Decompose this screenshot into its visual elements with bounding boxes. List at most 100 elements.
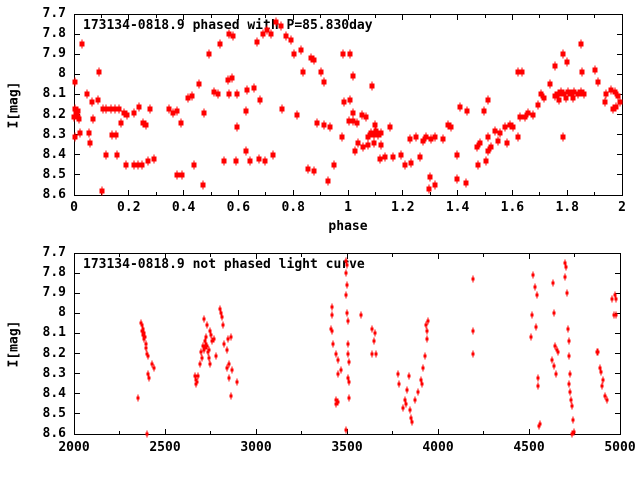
data-point (140, 118, 146, 128)
x-axis-tick (183, 15, 185, 20)
data-point (550, 356, 554, 364)
data-point (327, 122, 333, 132)
data-point (205, 321, 209, 329)
data-point (416, 388, 420, 396)
data-point (403, 396, 407, 404)
data-point (529, 333, 533, 341)
data-point (370, 325, 374, 333)
data-point (331, 340, 335, 347)
y-axis-tick (617, 154, 622, 156)
y-tick-label: 8 (58, 66, 66, 82)
data-point (194, 380, 198, 388)
data-point (535, 100, 541, 109)
data-point (193, 372, 197, 380)
data-point (221, 156, 227, 166)
data-point (448, 122, 454, 132)
x-axis-tick (457, 190, 459, 195)
y-axis-tick (75, 433, 80, 435)
y-axis-tick (615, 433, 620, 435)
data-point (408, 406, 412, 414)
y-axis-tick (615, 353, 620, 355)
data-point (405, 386, 409, 394)
data-point (571, 87, 577, 97)
x-axis-minor-tick (265, 192, 267, 195)
data-point (145, 430, 149, 438)
x-axis-tick (73, 429, 75, 434)
data-point (346, 116, 352, 126)
axis-border-bottom (74, 195, 623, 196)
data-point (598, 364, 602, 372)
axis-border-top (74, 253, 621, 254)
x-axis-minor-tick (429, 15, 431, 18)
x-axis-minor-tick (392, 431, 393, 434)
y-axis-tick (615, 413, 620, 415)
y-tick-label: 8.4 (42, 385, 66, 401)
data-point (268, 29, 274, 39)
data-point (404, 400, 408, 408)
x-axis-minor-tick (210, 192, 212, 195)
x-axis-tick (164, 429, 166, 434)
x-axis-tick (437, 429, 439, 434)
data-point (563, 259, 567, 267)
data-point (166, 104, 172, 114)
x-tick-label: 2 (618, 200, 626, 215)
data-point (421, 364, 425, 372)
data-point (354, 118, 360, 128)
data-point (560, 49, 566, 59)
x-axis-tick (402, 190, 404, 195)
axis-border-top (74, 14, 623, 15)
data-point (114, 150, 120, 160)
data-point (488, 142, 494, 152)
x-axis-tick (402, 15, 404, 20)
data-point (204, 340, 208, 347)
x-tick-label: 1.2 (391, 200, 415, 215)
data-point (222, 340, 226, 347)
axis-border-right (620, 253, 621, 435)
data-point (390, 152, 396, 162)
data-point (492, 126, 498, 136)
data-point (205, 342, 209, 349)
plot-area: 173134-0818.9 phased with P=85.830day (71, 13, 623, 196)
y-axis-tick (75, 413, 80, 415)
data-point (530, 311, 534, 319)
data-point (211, 87, 217, 97)
data-point (206, 348, 210, 356)
data-point (219, 309, 222, 317)
data-point (471, 350, 475, 358)
data-point (218, 305, 222, 313)
data-point (336, 370, 340, 378)
data-point (247, 156, 253, 166)
data-point (613, 102, 619, 111)
data-point (378, 140, 384, 150)
y-tick-label: 8.6 (42, 426, 66, 441)
data-point (371, 138, 377, 148)
plot-area: 173134-0818.9 not phased light curve (73, 252, 621, 438)
y-axis-tick (75, 73, 80, 75)
data-point (402, 160, 408, 170)
data-point (347, 95, 353, 105)
data-point (552, 61, 558, 71)
data-point (178, 118, 184, 128)
data-point (345, 309, 349, 317)
data-point (536, 374, 540, 382)
data-point (146, 370, 150, 378)
y-tick-label: 8 (58, 305, 66, 321)
data-point (208, 360, 212, 368)
x-axis-tick (237, 15, 239, 20)
data-point (552, 362, 556, 370)
x-axis-tick (255, 254, 257, 259)
data-point (217, 39, 223, 49)
data-point (572, 428, 576, 436)
data-point (144, 340, 148, 347)
x-tick-label: 4500 (513, 440, 545, 455)
y-axis-tick (617, 73, 622, 75)
data-point (288, 35, 294, 45)
data-point (243, 106, 249, 116)
data-point (339, 366, 343, 374)
data-point (510, 122, 516, 132)
data-point (139, 319, 143, 327)
data-point (170, 108, 176, 118)
y-tick-label: 8.6 (42, 187, 66, 202)
data-point (270, 150, 276, 160)
data-point (600, 382, 604, 390)
